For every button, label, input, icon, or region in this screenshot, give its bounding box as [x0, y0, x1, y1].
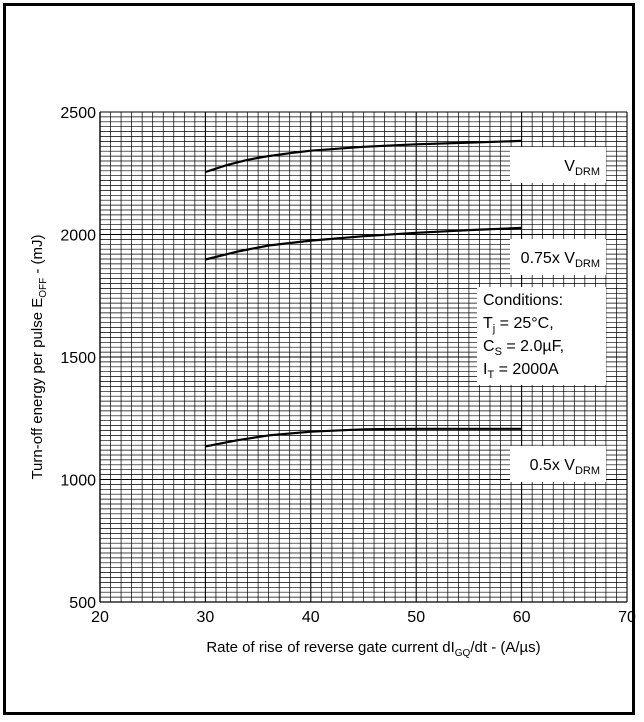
y-axis-label-main: Turn-off energy per pulse E — [29, 298, 46, 480]
series-line-1 — [205, 139, 522, 174]
axes — [99, 112, 627, 603]
annotation-box — [477, 287, 606, 385]
x-tick-label: 20 — [91, 609, 109, 626]
annotation-line-2: Tj = 25°C, — [483, 315, 554, 335]
y-tick-labels: 500 1000 1500 2000 2500 — [60, 105, 96, 612]
y-axis-label: Turn-off energy per pulse EOFF - (mJ) — [29, 234, 49, 479]
y-tick-label: 2500 — [60, 105, 96, 122]
y-tick-label: 1500 — [60, 350, 96, 367]
x-tick-label: 40 — [302, 609, 320, 626]
x-axis-label-tail: /dt - (A/µs) — [470, 639, 540, 656]
x-tick-label: 60 — [513, 609, 531, 626]
x-tick-label: 70 — [618, 609, 636, 626]
series-labels: VDRM 0.75x VDRM 0.5x VDRM — [510, 147, 606, 482]
series-label-2: 0.75x VDRM — [521, 250, 600, 270]
y-tick-label: 500 — [69, 595, 96, 612]
figure-frame — [3, 3, 635, 715]
x-tick-labels: 20 30 40 50 60 70 — [91, 609, 636, 626]
y-axis-label-sub: OFF — [38, 278, 49, 298]
series-label-box-2 — [510, 239, 606, 275]
y-axis-label-tail: - (mJ) — [29, 234, 46, 277]
annotation-line-3: CS = 2.0µF, — [483, 338, 564, 358]
x-axis-label-main: Rate of rise of reverse gate current dI — [206, 639, 454, 656]
annotation-line-1: Conditions: — [483, 292, 563, 309]
annotation-line-4: IT = 2000A — [483, 361, 559, 381]
y-tick-label: 1000 — [60, 473, 96, 490]
x-axis-label: Rate of rise of reverse gate current dIG… — [206, 639, 540, 659]
x-tick-label: 30 — [197, 609, 215, 626]
series-label-box-3 — [510, 446, 606, 482]
conditions-annotation: Conditions: Tj = 25°C, CS = 2.0µF, IT = 200… — [477, 287, 606, 385]
x-tick-label: 50 — [407, 609, 425, 626]
series-label-box-1 — [510, 147, 606, 183]
x-axis-label-sub: GQ — [455, 648, 471, 659]
series-label-3: 0.5x VDRM — [530, 457, 600, 477]
series-line-2 — [205, 226, 522, 261]
y-tick-label: 2000 — [60, 228, 96, 245]
series-label-1: VDRM — [564, 158, 600, 178]
series-lines — [205, 139, 522, 448]
series-line-3 — [205, 427, 522, 448]
